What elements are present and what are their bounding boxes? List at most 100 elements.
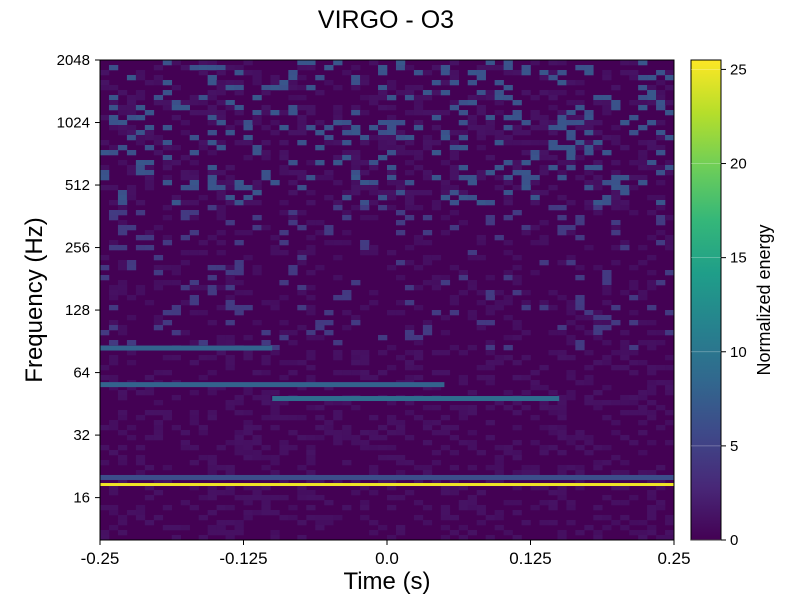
- heatmap-cell: [198, 100, 208, 106]
- heatmap-cell: [440, 135, 451, 141]
- heatmap-cell: [647, 75, 657, 81]
- heatmap-cell: [243, 410, 253, 416]
- heatmap-cell: [216, 350, 226, 356]
- heatmap-cell: [656, 505, 666, 511]
- heatmap-cell: [180, 300, 190, 306]
- heatmap-cell: [252, 185, 262, 191]
- heatmap-cell: [117, 330, 128, 336]
- heatmap-cell: [539, 170, 549, 176]
- heatmap-cell: [288, 210, 298, 216]
- heatmap-cell: [216, 195, 226, 201]
- heatmap-cell: [198, 195, 208, 201]
- heatmap-cell: [422, 260, 433, 266]
- heatmap-cell: [297, 225, 307, 231]
- heatmap-cell: [234, 290, 244, 296]
- heatmap-cell: [162, 240, 173, 246]
- heatmap-cell: [494, 80, 504, 86]
- heatmap-cell: [100, 530, 110, 536]
- heatmap-cell: [485, 360, 495, 366]
- heatmap-cell: [306, 330, 316, 336]
- heatmap-cell: [656, 90, 666, 96]
- heatmap-cell: [422, 135, 433, 141]
- heatmap-cell: [485, 405, 495, 411]
- heatmap-cell: [467, 495, 477, 501]
- heatmap-cell: [207, 60, 217, 66]
- heatmap-cell: [584, 170, 594, 176]
- heatmap-cell: [189, 230, 199, 236]
- heatmap-cell: [135, 235, 146, 241]
- heatmap-cell: [584, 330, 594, 336]
- heatmap-cell: [485, 290, 495, 296]
- heatmap-cell: [288, 265, 298, 271]
- heatmap-cell: [342, 120, 352, 126]
- heatmap-cell: [467, 250, 477, 256]
- heatmap-cell: [485, 375, 495, 381]
- heatmap-cell: [548, 125, 558, 131]
- heatmap-cell: [602, 525, 612, 531]
- heatmap-cell: [638, 360, 648, 366]
- heatmap-cell: [602, 100, 612, 106]
- heatmap-cell: [234, 80, 244, 86]
- heatmap-cell: [458, 175, 469, 181]
- heatmap-cell: [530, 465, 540, 471]
- heatmap-cell: [234, 230, 244, 236]
- heatmap-cell: [117, 430, 128, 436]
- heatmap-cell: [360, 215, 370, 221]
- heatmap-cell: [333, 160, 343, 166]
- heatmap-cell: [387, 190, 397, 196]
- heatmap-cell: [620, 345, 630, 351]
- heatmap-cell: [458, 290, 469, 296]
- heatmap-cell: [153, 135, 164, 141]
- heatmap-cell: [485, 275, 495, 281]
- heatmap-cell: [521, 140, 531, 146]
- heatmap-cell: [458, 190, 469, 196]
- heatmap-cell: [369, 430, 379, 436]
- heatmap-cell: [234, 270, 244, 276]
- heatmap-cell: [279, 240, 289, 246]
- heatmap-cell: [171, 265, 182, 271]
- heatmap-cell: [521, 170, 531, 176]
- heatmap-cell: [539, 120, 549, 126]
- heatmap-cell: [288, 190, 298, 196]
- heatmap-cell: [306, 310, 316, 316]
- heatmap-cell: [494, 355, 504, 361]
- heatmap-cell: [351, 75, 361, 81]
- heatmap-cell: [261, 400, 271, 406]
- heatmap-cell: [638, 470, 648, 476]
- heatmap-cell: [656, 340, 666, 346]
- heatmap-cell: [189, 460, 199, 466]
- heatmap-cell: [234, 430, 244, 436]
- heatmap-cell: [602, 320, 612, 326]
- heatmap-cell: [369, 135, 379, 141]
- heatmap-cell: [270, 120, 280, 126]
- heatmap-cell: [387, 445, 397, 451]
- heatmap-cell: [404, 200, 415, 206]
- heatmap-cell: [611, 135, 621, 141]
- heatmap-cell: [575, 80, 585, 86]
- heatmap-cell: [225, 185, 235, 191]
- heatmap-cell: [135, 130, 146, 136]
- heatmap-cell: [387, 310, 397, 316]
- heatmap-cell: [539, 115, 549, 121]
- heatmap-cell: [180, 130, 190, 136]
- colorbar-tick-label: 20: [730, 156, 747, 173]
- heatmap-cell: [503, 240, 513, 246]
- heatmap-cell: [180, 120, 190, 126]
- heatmap-cell: [494, 65, 504, 71]
- heatmap-cell: [611, 420, 621, 426]
- heatmap-cell: [306, 245, 316, 251]
- heatmap-cell: [566, 145, 576, 151]
- heatmap-cell: [440, 525, 451, 531]
- heatmap-cell: [153, 150, 164, 156]
- heatmap-cell: [117, 415, 128, 421]
- heatmap-cell: [315, 515, 325, 521]
- heatmap-cell: [629, 320, 639, 326]
- heatmap-cell: [656, 230, 666, 236]
- heatmap-cell: [342, 150, 352, 156]
- heatmap-cell: [413, 265, 424, 271]
- heatmap-cell: [575, 380, 585, 386]
- heatmap-cell: [548, 145, 558, 151]
- heatmap-cell: [656, 485, 666, 491]
- heatmap-cell: [198, 430, 208, 436]
- heatmap-cell: [243, 70, 253, 76]
